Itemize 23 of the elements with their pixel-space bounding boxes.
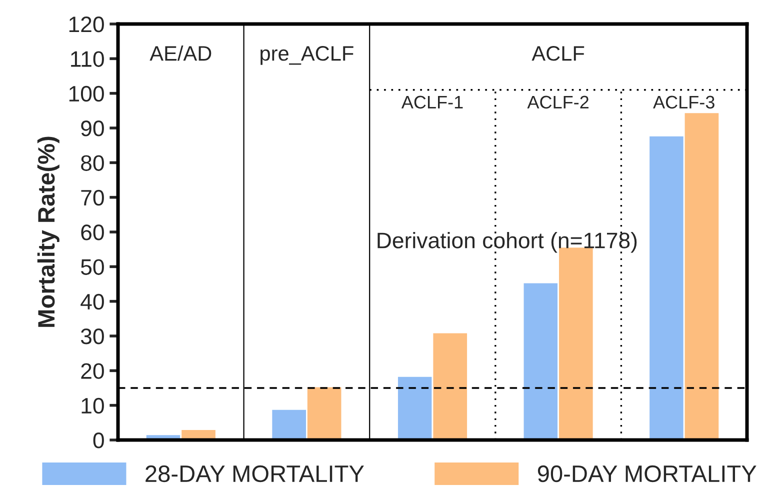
y-tick-label: 100 [69, 86, 104, 102]
x-tick-label: pre_ACLF [260, 46, 354, 65]
x-tick-label: ACLF-1 [401, 96, 463, 109]
x-tick-label: ACLF-2 [527, 96, 588, 109]
y-tick-label: 50 [80, 259, 104, 275]
y-tick-label: 70 [81, 190, 104, 206]
annotation: Derivation cohort (n=1178) [378, 232, 637, 253]
y-axis-title: Mortality Rate(%) [37, 136, 60, 327]
x-tick-label: ACLF-3 [653, 96, 714, 109]
legend-label: 28-DAY MORTALITY [146, 465, 364, 482]
y-tick-label: 120 [69, 16, 104, 32]
y-tick-label: 20 [81, 363, 104, 379]
y-tick-label: 80 [81, 155, 104, 171]
y-tick-label: 0 [93, 432, 104, 448]
legend-label: 90-DAY MORTALITY [538, 465, 756, 482]
y-tick-label: 10 [82, 398, 104, 414]
annotation: ACLF [532, 46, 584, 61]
y-tick-label: 90 [81, 120, 104, 136]
y-tick-label: 110 [71, 51, 104, 67]
y-tick-label: 40 [80, 294, 104, 310]
y-tick-label: 30 [80, 328, 104, 344]
x-tick-label: AE/AD [150, 45, 212, 61]
y-tick-label: 60 [81, 224, 104, 240]
